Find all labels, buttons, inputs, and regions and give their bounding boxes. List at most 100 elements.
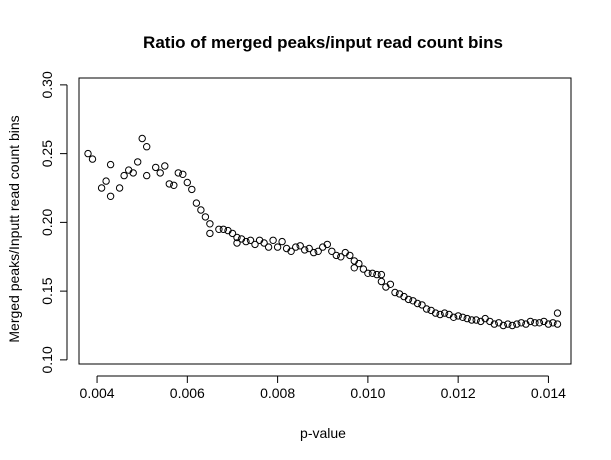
chart-title: Ratio of merged peaks/input read count b… <box>143 33 503 52</box>
data-point <box>246 236 255 245</box>
data-point <box>549 319 557 327</box>
data-point <box>413 299 422 308</box>
data-point <box>436 310 444 319</box>
data-point <box>301 246 309 254</box>
data-point <box>553 309 562 317</box>
y-tick-label: 0.15 <box>39 277 55 304</box>
data-point <box>386 280 395 288</box>
data-point <box>106 192 115 201</box>
plot-frame <box>78 77 572 365</box>
data-point <box>305 244 313 253</box>
data-point <box>463 314 471 323</box>
data-point <box>219 225 228 234</box>
data-point <box>102 177 110 185</box>
data-point <box>350 264 358 272</box>
data-point <box>165 180 174 188</box>
data-point <box>368 269 377 277</box>
data-point <box>251 240 259 249</box>
data-point <box>287 247 295 256</box>
x-tick-label: 0.010 <box>350 385 385 401</box>
data-point <box>449 313 458 321</box>
data-point <box>138 134 146 143</box>
data-point <box>535 319 544 327</box>
data-point <box>278 237 286 246</box>
data-point <box>183 178 192 187</box>
data-point <box>332 251 340 260</box>
x-tick-label: 0.008 <box>260 385 295 401</box>
data-point <box>337 253 345 261</box>
data-point <box>377 270 386 279</box>
data-point <box>508 321 516 330</box>
data-point <box>188 185 196 194</box>
data-point <box>517 319 525 327</box>
data-point <box>472 316 480 324</box>
data-point <box>152 163 160 172</box>
data-point <box>499 321 507 330</box>
data-point <box>273 243 282 251</box>
data-point <box>526 317 535 326</box>
data-point <box>531 319 539 327</box>
data-point <box>553 320 562 328</box>
data-point <box>468 316 476 324</box>
data-point <box>242 237 250 246</box>
data-point <box>201 213 210 221</box>
data-point <box>490 320 498 328</box>
data-point <box>228 229 237 238</box>
data-point <box>431 309 440 317</box>
data-point <box>292 243 300 251</box>
data-point <box>314 247 322 256</box>
data-point <box>504 320 512 328</box>
data-point <box>192 199 201 207</box>
data-point <box>84 149 92 158</box>
data-point <box>346 251 354 260</box>
data-point <box>106 160 115 169</box>
data-point <box>364 269 372 277</box>
data-point <box>179 170 187 179</box>
data-point <box>170 181 178 190</box>
data-point <box>459 313 467 321</box>
data-point <box>129 169 137 177</box>
data-point <box>134 158 142 166</box>
data-point <box>120 171 128 180</box>
data-point <box>377 277 386 286</box>
y-tick-label: 0.25 <box>39 140 55 167</box>
y-tick-label: 0.20 <box>39 209 55 236</box>
data-point <box>233 233 241 242</box>
y-tick-label: 0.10 <box>39 346 55 373</box>
data-point <box>359 265 368 273</box>
x-tick-label: 0.006 <box>170 385 205 401</box>
data-point <box>260 239 268 247</box>
data-point <box>404 295 413 304</box>
data-point <box>310 248 318 257</box>
data-point <box>88 155 97 163</box>
data-point <box>391 288 399 297</box>
data-point <box>373 270 381 279</box>
y-tick-label: 0.30 <box>39 71 55 98</box>
y-axis-label: Merged peaks/Inputt read count bins <box>6 115 22 342</box>
data-point <box>422 305 431 313</box>
data-point <box>440 309 449 317</box>
x-tick-label: 0.012 <box>441 385 476 401</box>
data-point <box>296 242 304 250</box>
data-point <box>328 247 336 256</box>
x-axis-label: p-value <box>300 425 346 441</box>
data-point <box>215 225 223 234</box>
y-axis: 0.10 0.15 0.20 0.25 0.30 <box>39 71 68 374</box>
data-point <box>97 184 106 192</box>
data-point <box>513 320 521 328</box>
x-axis: 0.004 0.006 0.008 0.010 0.012 0.014 <box>80 375 566 401</box>
data-point <box>355 259 363 268</box>
data-point <box>206 229 214 238</box>
x-tick-label: 0.004 <box>80 385 115 401</box>
data-points <box>84 134 562 330</box>
data-point <box>544 320 553 328</box>
data-point <box>174 169 183 177</box>
data-point <box>156 169 164 177</box>
data-point <box>454 312 462 320</box>
data-point <box>115 184 124 192</box>
data-point <box>161 162 169 170</box>
data-point <box>233 239 241 247</box>
data-point <box>323 240 331 249</box>
data-point <box>206 220 214 228</box>
